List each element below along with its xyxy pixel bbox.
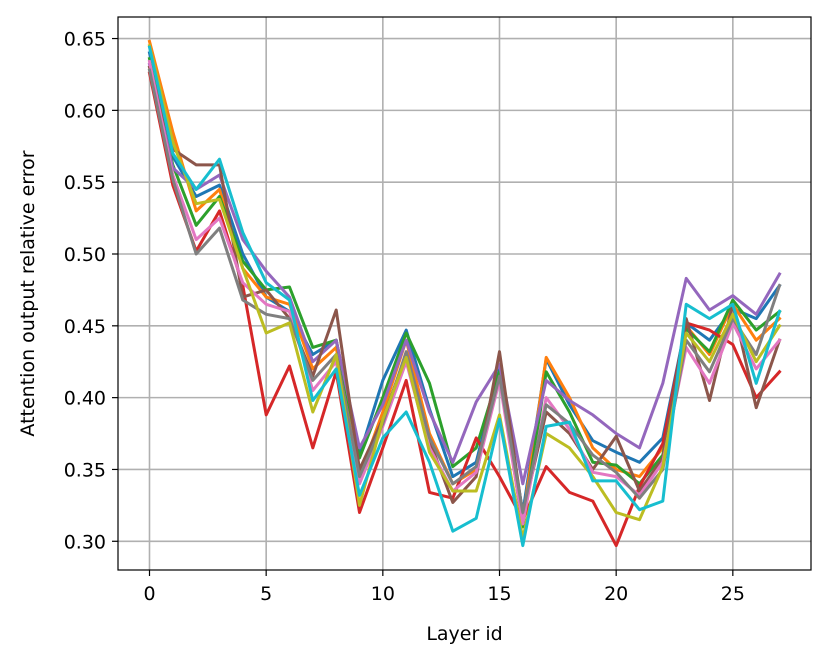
x-tick-label: 0 [143, 583, 155, 605]
series-line-10 [147, 45, 782, 548]
y-tick-label: 0.45 [64, 316, 106, 338]
y-tick-label: 0.55 [64, 172, 106, 194]
y-tick-label: 0.60 [64, 100, 106, 122]
data-series [147, 39, 782, 548]
x-tick-label: 15 [487, 583, 511, 605]
y-tick-label: 0.50 [64, 244, 106, 266]
x-tick-label: 5 [260, 583, 272, 605]
y-tick-label: 0.65 [64, 29, 106, 51]
x-tick-label: 25 [721, 583, 745, 605]
x-axis-ticks: 0 5 10 15 20 25 [143, 570, 745, 605]
y-tick-label: 0.40 [64, 388, 106, 410]
x-axis-label: Layer id [426, 623, 502, 645]
y-axis-ticks: 0.30 0.35 0.40 0.45 0.50 0.55 0.60 0.65 [64, 29, 118, 553]
x-tick-label: 20 [604, 583, 628, 605]
y-tick-label: 0.30 [64, 531, 106, 553]
y-tick-label: 0.35 [64, 459, 106, 481]
x-tick-label: 10 [371, 583, 395, 605]
plot-frame [117, 16, 812, 571]
y-axis-label: Attention output relative error [17, 150, 39, 436]
